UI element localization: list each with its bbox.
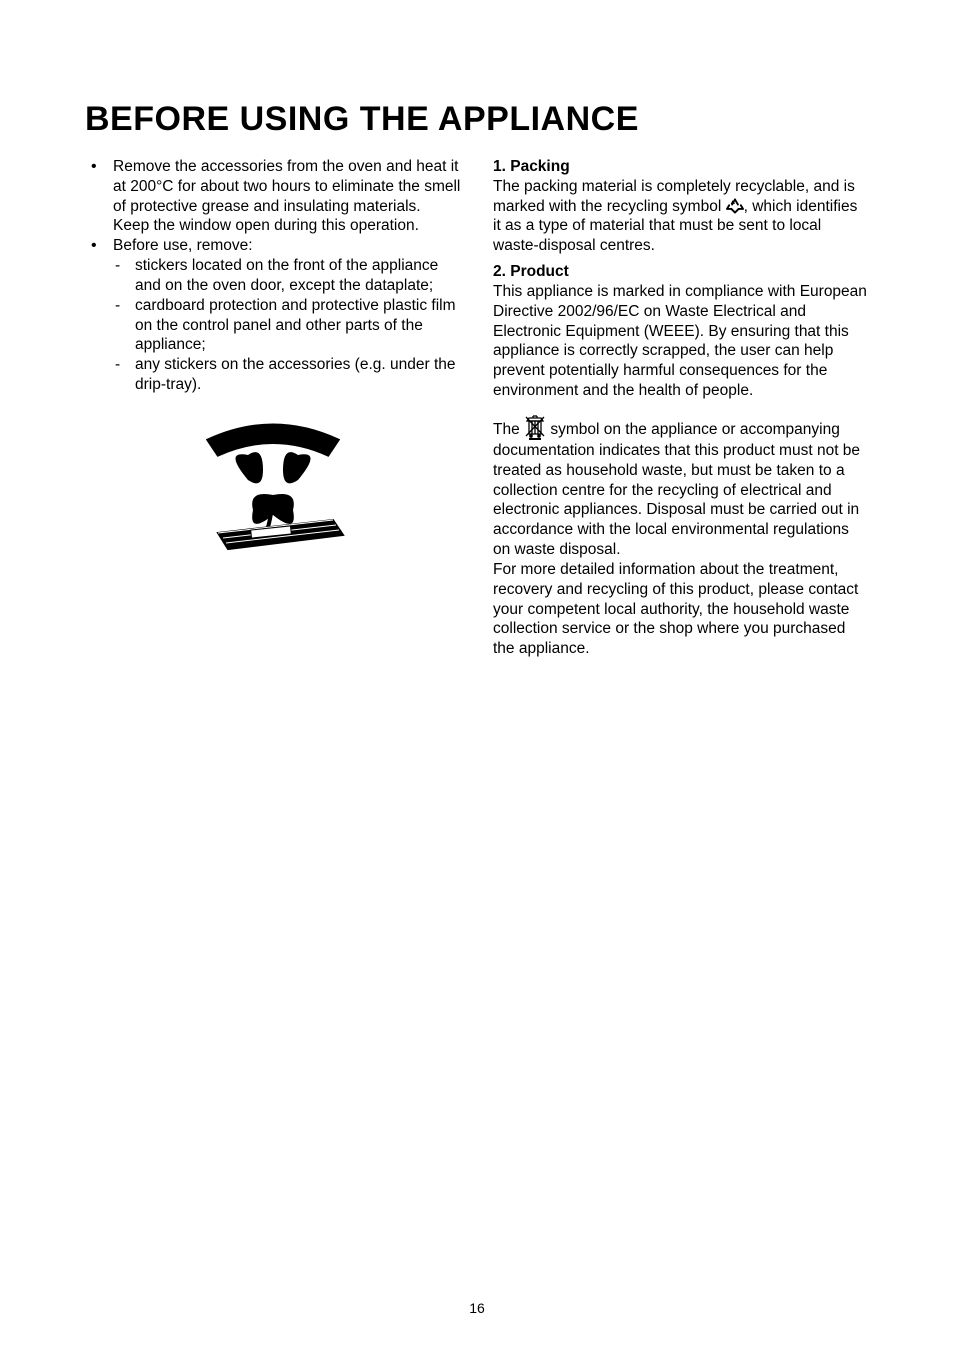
dash-text: cardboard protection and protective plas…	[135, 297, 456, 354]
weee-post: symbol on the appliance or accompanying …	[493, 421, 860, 558]
section-product: 2. Product This appliance is marked in c…	[493, 262, 869, 401]
weee-bin-icon	[524, 415, 546, 441]
bullet-item: Remove the accessories from the oven and…	[85, 157, 461, 236]
dash-list: stickers located on the front of the app…	[113, 256, 461, 395]
page-number-value: 16	[0, 1300, 954, 1316]
bullet-list: Remove the accessories from the oven and…	[85, 157, 461, 395]
dash-item: any stickers on the accessories (e.g. un…	[113, 355, 461, 395]
bullet-item: Before use, remove: stickers located on …	[85, 236, 461, 395]
right-column: 1. Packing The packing material is compl…	[493, 157, 869, 659]
dash-item: cardboard protection and protective plas…	[113, 296, 461, 355]
weee-pre: The	[493, 421, 524, 438]
dash-text: any stickers on the accessories (e.g. un…	[135, 356, 456, 393]
page-number: 16	[0, 1300, 954, 1316]
section-packing: 1. Packing The packing material is compl…	[493, 157, 869, 256]
section-heading: 1. Packing	[493, 157, 869, 177]
dash-text: stickers located on the front of the app…	[135, 257, 438, 294]
illustration-wrap	[85, 415, 461, 561]
dash-item: stickers located on the front of the app…	[113, 256, 461, 296]
left-column: Remove the accessories from the oven and…	[85, 157, 461, 659]
content-columns: Remove the accessories from the oven and…	[85, 157, 869, 659]
section-body: This appliance is marked in compliance w…	[493, 282, 869, 401]
bullet-text: Before use, remove:	[113, 237, 253, 254]
bullet-text: Remove the accessories from the oven and…	[113, 158, 460, 234]
more-info-paragraph: For more detailed information about the …	[493, 560, 869, 659]
clover-phone-icon	[193, 415, 353, 555]
recycle-icon	[726, 198, 744, 214]
page-title: BEFORE USING THE APPLIANCE	[85, 100, 869, 139]
weee-paragraph: The symbol on the appliance or accompany…	[493, 415, 869, 560]
document-page: BEFORE USING THE APPLIANCE Remove the ac…	[0, 0, 954, 1346]
section-body: The packing material is completely recyc…	[493, 177, 869, 256]
section-heading: 2. Product	[493, 262, 869, 282]
